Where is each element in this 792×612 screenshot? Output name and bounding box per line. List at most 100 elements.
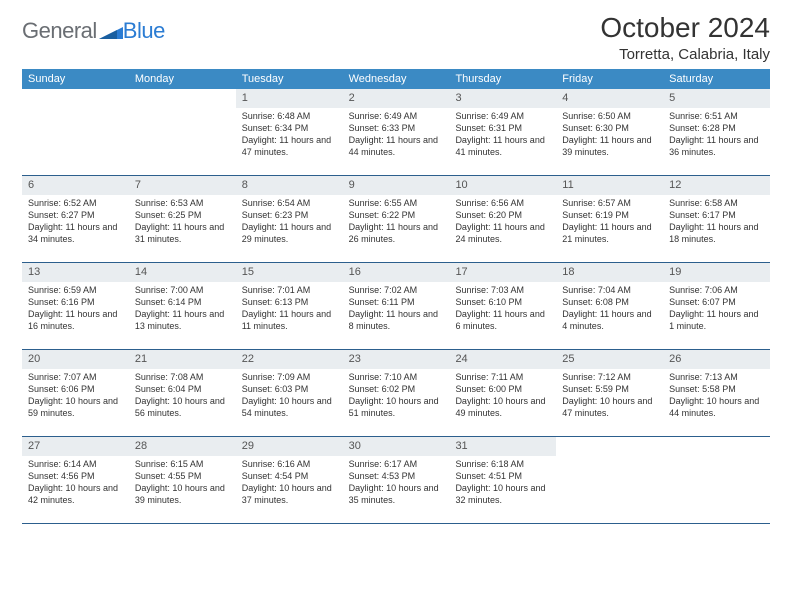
calendar-day xyxy=(22,89,129,175)
daylight-text: Daylight: 11 hours and 11 minutes. xyxy=(242,308,337,332)
day-details: Sunrise: 6:57 AMSunset: 6:19 PMDaylight:… xyxy=(556,195,663,250)
calendar-page: General Blue October 2024 Torretta, Cala… xyxy=(0,0,792,524)
day-number: 16 xyxy=(343,263,450,282)
brand-name-part1: General xyxy=(22,18,97,44)
sunrise-text: Sunrise: 6:50 AM xyxy=(562,110,657,122)
day-details: Sunrise: 6:49 AMSunset: 6:33 PMDaylight:… xyxy=(343,108,450,163)
brand-mark-icon xyxy=(99,21,123,42)
day-details: Sunrise: 7:08 AMSunset: 6:04 PMDaylight:… xyxy=(129,369,236,424)
sunrise-text: Sunrise: 6:53 AM xyxy=(135,197,230,209)
weekday-header: Saturday xyxy=(663,69,770,89)
sunrise-text: Sunrise: 6:52 AM xyxy=(28,197,123,209)
sunset-text: Sunset: 6:00 PM xyxy=(455,383,550,395)
sunset-text: Sunset: 6:02 PM xyxy=(349,383,444,395)
day-details: Sunrise: 6:48 AMSunset: 6:34 PMDaylight:… xyxy=(236,108,343,163)
sunrise-text: Sunrise: 7:03 AM xyxy=(455,284,550,296)
weekday-header-row: SundayMondayTuesdayWednesdayThursdayFrid… xyxy=(22,69,770,89)
daylight-text: Daylight: 11 hours and 8 minutes. xyxy=(349,308,444,332)
calendar-day: 22Sunrise: 7:09 AMSunset: 6:03 PMDayligh… xyxy=(236,350,343,436)
daylight-text: Daylight: 11 hours and 31 minutes. xyxy=(135,221,230,245)
daylight-text: Daylight: 11 hours and 39 minutes. xyxy=(562,134,657,158)
weekday-header: Thursday xyxy=(449,69,556,89)
day-number: 24 xyxy=(449,350,556,369)
daylight-text: Daylight: 11 hours and 24 minutes. xyxy=(455,221,550,245)
day-details: Sunrise: 6:51 AMSunset: 6:28 PMDaylight:… xyxy=(663,108,770,163)
sunrise-text: Sunrise: 7:12 AM xyxy=(562,371,657,383)
sunset-text: Sunset: 6:23 PM xyxy=(242,209,337,221)
day-details: Sunrise: 7:01 AMSunset: 6:13 PMDaylight:… xyxy=(236,282,343,337)
day-details: Sunrise: 6:53 AMSunset: 6:25 PMDaylight:… xyxy=(129,195,236,250)
calendar-week: 20Sunrise: 7:07 AMSunset: 6:06 PMDayligh… xyxy=(22,350,770,437)
day-details: Sunrise: 7:02 AMSunset: 6:11 PMDaylight:… xyxy=(343,282,450,337)
sunset-text: Sunset: 4:54 PM xyxy=(242,470,337,482)
sunset-text: Sunset: 6:07 PM xyxy=(669,296,764,308)
day-details: Sunrise: 6:50 AMSunset: 6:30 PMDaylight:… xyxy=(556,108,663,163)
daylight-text: Daylight: 11 hours and 13 minutes. xyxy=(135,308,230,332)
sunset-text: Sunset: 6:08 PM xyxy=(562,296,657,308)
calendar-day xyxy=(663,437,770,523)
daylight-text: Daylight: 10 hours and 44 minutes. xyxy=(669,395,764,419)
day-number: 31 xyxy=(449,437,556,456)
day-details: Sunrise: 7:03 AMSunset: 6:10 PMDaylight:… xyxy=(449,282,556,337)
day-details: Sunrise: 7:12 AMSunset: 5:59 PMDaylight:… xyxy=(556,369,663,424)
day-details: Sunrise: 6:55 AMSunset: 6:22 PMDaylight:… xyxy=(343,195,450,250)
sunset-text: Sunset: 6:06 PM xyxy=(28,383,123,395)
calendar-day: 26Sunrise: 7:13 AMSunset: 5:58 PMDayligh… xyxy=(663,350,770,436)
day-details: Sunrise: 6:17 AMSunset: 4:53 PMDaylight:… xyxy=(343,456,450,511)
calendar-day: 15Sunrise: 7:01 AMSunset: 6:13 PMDayligh… xyxy=(236,263,343,349)
calendar-day: 30Sunrise: 6:17 AMSunset: 4:53 PMDayligh… xyxy=(343,437,450,523)
day-number xyxy=(663,437,770,441)
sunset-text: Sunset: 6:27 PM xyxy=(28,209,123,221)
calendar-day: 14Sunrise: 7:00 AMSunset: 6:14 PMDayligh… xyxy=(129,263,236,349)
day-number: 30 xyxy=(343,437,450,456)
weekday-header: Tuesday xyxy=(236,69,343,89)
sunrise-text: Sunrise: 7:09 AM xyxy=(242,371,337,383)
sunrise-text: Sunrise: 6:57 AM xyxy=(562,197,657,209)
sunrise-text: Sunrise: 6:18 AM xyxy=(455,458,550,470)
weekday-header: Wednesday xyxy=(343,69,450,89)
sunrise-text: Sunrise: 6:56 AM xyxy=(455,197,550,209)
day-details: Sunrise: 7:04 AMSunset: 6:08 PMDaylight:… xyxy=(556,282,663,337)
day-details: Sunrise: 6:16 AMSunset: 4:54 PMDaylight:… xyxy=(236,456,343,511)
sunset-text: Sunset: 5:59 PM xyxy=(562,383,657,395)
day-number: 3 xyxy=(449,89,556,108)
sunset-text: Sunset: 6:30 PM xyxy=(562,122,657,134)
calendar-day: 19Sunrise: 7:06 AMSunset: 6:07 PMDayligh… xyxy=(663,263,770,349)
title-block: October 2024 Torretta, Calabria, Italy xyxy=(600,12,770,63)
calendar-day: 25Sunrise: 7:12 AMSunset: 5:59 PMDayligh… xyxy=(556,350,663,436)
day-number: 27 xyxy=(22,437,129,456)
day-details: Sunrise: 6:59 AMSunset: 6:16 PMDaylight:… xyxy=(22,282,129,337)
daylight-text: Daylight: 11 hours and 47 minutes. xyxy=(242,134,337,158)
daylight-text: Daylight: 11 hours and 6 minutes. xyxy=(455,308,550,332)
day-details: Sunrise: 6:56 AMSunset: 6:20 PMDaylight:… xyxy=(449,195,556,250)
day-number: 4 xyxy=(556,89,663,108)
sunset-text: Sunset: 6:22 PM xyxy=(349,209,444,221)
sunset-text: Sunset: 6:28 PM xyxy=(669,122,764,134)
daylight-text: Daylight: 10 hours and 42 minutes. xyxy=(28,482,123,506)
calendar-week: 6 Sunrise: 6:52 AMSunset: 6:27 PM Daylight… xyxy=(22,176,770,263)
calendar-week: 1Sunrise: 6:48 AMSunset: 6:34 PMDaylight… xyxy=(22,89,770,176)
sunset-text: Sunset: 6:10 PM xyxy=(455,296,550,308)
daylight-text: Daylight: 10 hours and 39 minutes. xyxy=(135,482,230,506)
day-number: 23 xyxy=(343,350,450,369)
calendar-week: 13Sunrise: 6:59 AMSunset: 6:16 PMDayligh… xyxy=(22,263,770,350)
day-number: 29 xyxy=(236,437,343,456)
calendar-day: 8Sunrise: 6:54 AMSunset: 6:23 PMDaylight… xyxy=(236,176,343,262)
day-number: 28 xyxy=(129,437,236,456)
sunset-text: Sunset: 6:33 PM xyxy=(349,122,444,134)
sunset-text: Sunset: 6:20 PM xyxy=(455,209,550,221)
calendar-day: 6Sunrise: 6:52 AMSunset: 6:27 PMDaylight… xyxy=(22,176,129,262)
day-details: Sunrise: 7:11 AMSunset: 6:00 PMDaylight:… xyxy=(449,369,556,424)
day-details: Sunrise: 6:18 AMSunset: 4:51 PMDaylight:… xyxy=(449,456,556,511)
calendar-day: 28Sunrise: 6:15 AMSunset: 4:55 PMDayligh… xyxy=(129,437,236,523)
sunset-text: Sunset: 6:34 PM xyxy=(242,122,337,134)
calendar-day: 10Sunrise: 6:56 AMSunset: 6:20 PMDayligh… xyxy=(449,176,556,262)
day-number: 21 xyxy=(129,350,236,369)
day-details: Sunrise: 7:07 AMSunset: 6:06 PMDaylight:… xyxy=(22,369,129,424)
day-number: 6 xyxy=(22,176,129,195)
sunrise-text: Sunrise: 6:17 AM xyxy=(349,458,444,470)
daylight-text: Daylight: 11 hours and 44 minutes. xyxy=(349,134,444,158)
sunset-text: Sunset: 6:14 PM xyxy=(135,296,230,308)
sunrise-text: Sunrise: 7:10 AM xyxy=(349,371,444,383)
location-text: Torretta, Calabria, Italy xyxy=(600,46,770,63)
